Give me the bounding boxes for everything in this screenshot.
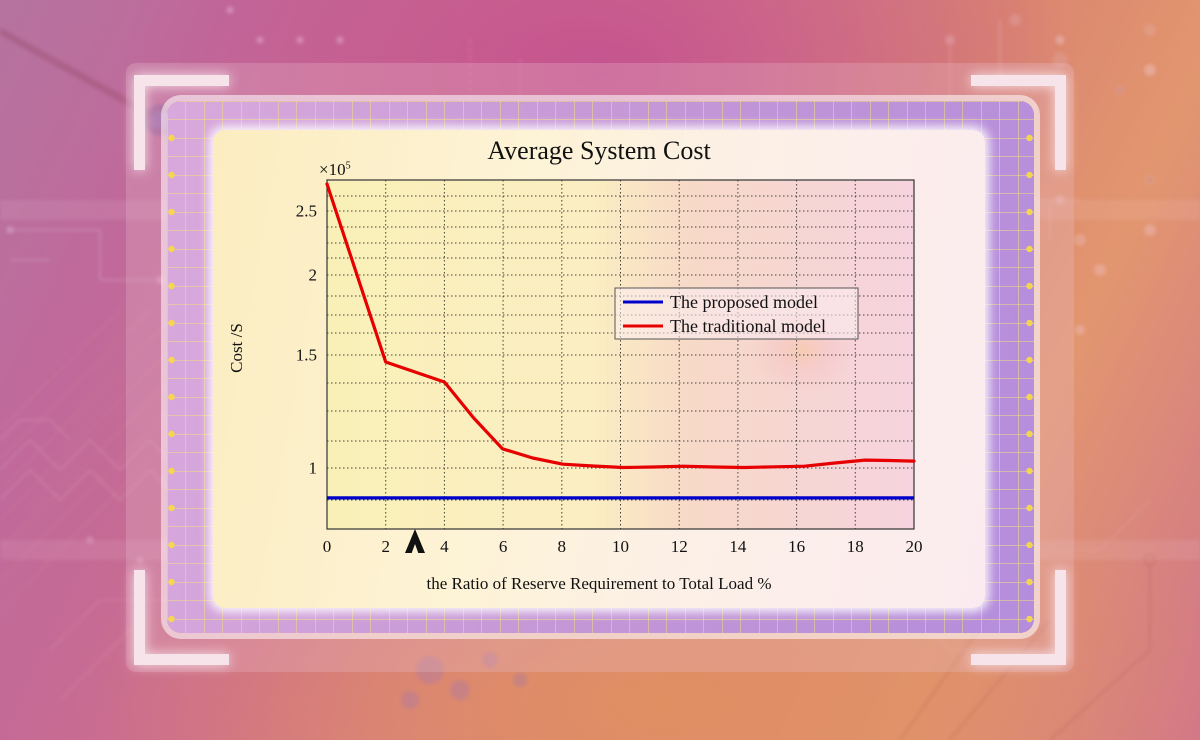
svg-text:12: 12	[671, 537, 688, 556]
svg-text:1: 1	[309, 459, 318, 478]
svg-text:14: 14	[729, 537, 747, 556]
svg-text:20: 20	[906, 537, 923, 556]
svg-text:0: 0	[323, 537, 332, 556]
svg-text:8: 8	[558, 537, 567, 556]
svg-text:4: 4	[440, 537, 449, 556]
svg-text:2: 2	[381, 537, 390, 556]
svg-text:2: 2	[309, 266, 318, 285]
svg-text:1.5: 1.5	[296, 346, 317, 365]
svg-text:2.5: 2.5	[296, 202, 317, 221]
svg-text:18: 18	[847, 537, 864, 556]
svg-text:16: 16	[788, 537, 805, 556]
svg-text:The traditional model: The traditional model	[670, 316, 826, 336]
svg-text:The proposed model: The proposed model	[670, 292, 818, 312]
svg-text:10: 10	[612, 537, 629, 556]
svg-text:6: 6	[499, 537, 508, 556]
